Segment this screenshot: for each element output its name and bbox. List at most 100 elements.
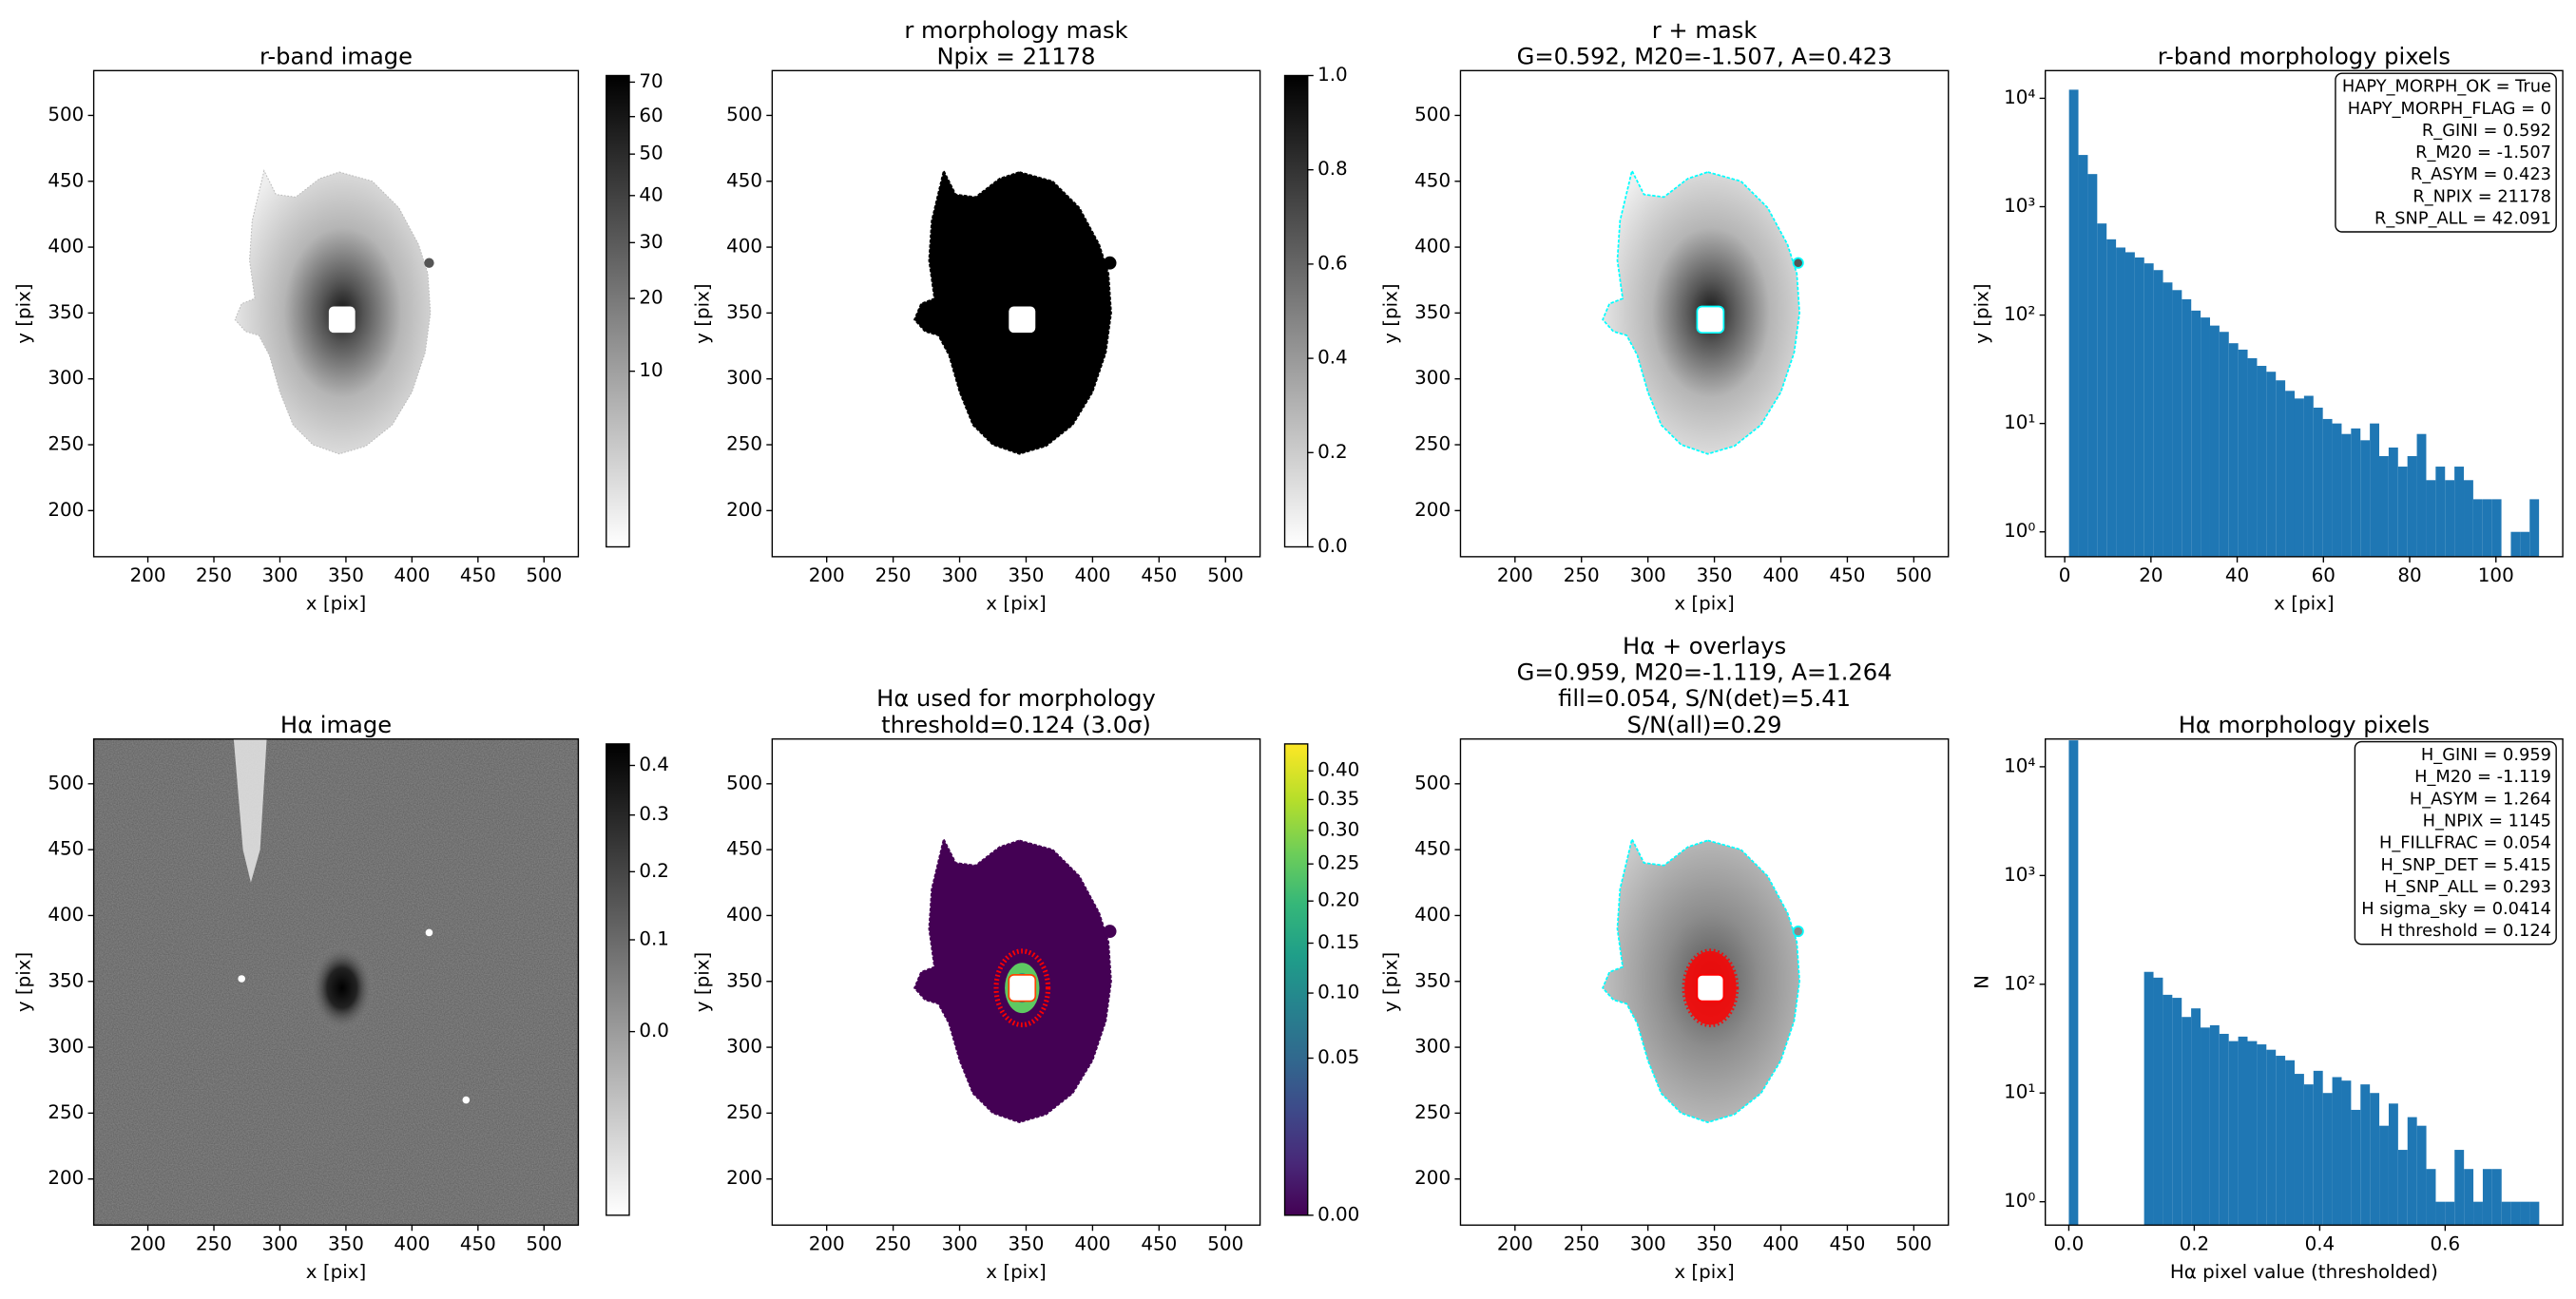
bar (2426, 480, 2436, 557)
panel: 0 20 40 60 80 100 10⁰ 10¹ 10² 10³ 10⁴ x [pix] y [pix… (1971, 43, 2564, 614)
x-axis-label: x [pix] (1674, 592, 1734, 614)
bar (2209, 325, 2220, 557)
x-tick-label: 450 (1829, 564, 1865, 586)
bar (2238, 349, 2248, 557)
x-tick-label: 200 (1497, 564, 1533, 586)
y-tick-label: 10¹ (2004, 1081, 2035, 1103)
y-tick-label: 350 (726, 301, 762, 323)
ha-stripe (233, 738, 267, 883)
bar (2266, 372, 2277, 557)
colorbar-tick-label: 0.40 (1317, 759, 1359, 781)
x-tick-label: 300 (262, 564, 298, 586)
star (1103, 256, 1117, 270)
bar (2163, 994, 2173, 1226)
y-tick-label: 200 (48, 499, 84, 521)
colorbar (606, 743, 630, 1216)
annotation-box (2354, 740, 2557, 946)
center-mask (1696, 305, 1725, 334)
panel: 200 250 300 350 400 450 500 200 250 300 350 400 450 5… (1379, 17, 1950, 614)
bar (2285, 391, 2295, 557)
bar (2341, 1080, 2352, 1226)
x-tick-label: 350 (328, 564, 364, 586)
bar (2464, 1169, 2474, 1226)
bar (2163, 282, 2173, 557)
y-axis-label: y [pix] (1379, 952, 1401, 1012)
y-axis-label: y [pix] (691, 952, 713, 1012)
bar (2445, 1201, 2455, 1226)
star (425, 928, 433, 937)
center-mask (1008, 973, 1037, 1003)
annotation-line: H threshold = 0.124 (2380, 921, 2551, 941)
panel: 200 250 300 350 400 450 500 200 250 300 350 400 450 5… (13, 43, 663, 614)
x-tick-label: 450 (460, 1232, 496, 1254)
bar (2143, 971, 2154, 1226)
panel-title: Hα morphology pixels (2179, 712, 2430, 738)
x-tick-label: 400 (1763, 564, 1799, 586)
annotation-line: H_SNP_DET = 5.415 (2380, 855, 2551, 875)
bar (2435, 467, 2446, 557)
x-tick-label: 200 (809, 1232, 845, 1254)
y-tick-label: 200 (48, 1167, 84, 1189)
bar (2407, 455, 2417, 557)
y-tick-label: 10¹ (2004, 411, 2035, 433)
y-tick-label: 450 (726, 838, 762, 860)
y-tick-label: 300 (48, 1036, 84, 1058)
panel-title: r-band morphology pixels (2158, 43, 2451, 69)
y-tick-label: 400 (48, 904, 84, 926)
x-tick-label: 350 (1697, 1232, 1733, 1254)
panel-title: Hα + overlays (1623, 633, 1786, 659)
bar (2407, 1117, 2417, 1226)
x-tick-label: 400 (1074, 564, 1110, 586)
x-tick-label: 500 (526, 1232, 562, 1254)
center-mask (328, 306, 356, 334)
bar (2426, 1169, 2436, 1226)
x-axis-label: x [pix] (306, 592, 366, 614)
y-tick-label: 500 (726, 104, 762, 125)
x-tick-label: 0.6 (2431, 1232, 2461, 1254)
bar (2068, 740, 2079, 1226)
bar (2473, 1201, 2483, 1226)
x-tick-label: 0.0 (2054, 1232, 2085, 1254)
x-tick-label: 80 (2397, 564, 2421, 586)
bar (2182, 298, 2192, 557)
bar (2370, 1093, 2380, 1226)
axes-frame (771, 737, 1261, 1226)
x-tick-label: 350 (1009, 1232, 1045, 1254)
y-tick-label: 400 (1414, 236, 1451, 258)
star (1103, 925, 1117, 938)
bar (2097, 223, 2107, 557)
bar (2276, 380, 2286, 557)
x-tick-label: 500 (526, 564, 562, 586)
bar (2388, 447, 2398, 557)
y-tick-label: 350 (1414, 969, 1451, 991)
annotation-line: R_ASYM = 0.423 (2411, 164, 2551, 184)
y-tick-label: 200 (1414, 1167, 1451, 1189)
bar (2124, 252, 2135, 557)
bar (2238, 1036, 2248, 1226)
bar (2276, 1056, 2286, 1226)
y-tick-label: 200 (726, 1167, 762, 1189)
colorbar-tick-label: 0.15 (1317, 931, 1359, 953)
bar (2068, 89, 2079, 557)
star (462, 1096, 471, 1104)
x-tick-label: 200 (809, 564, 845, 586)
y-tick-label: 10² (2004, 972, 2035, 994)
x-tick-label: 500 (1895, 564, 1932, 586)
star (238, 975, 245, 983)
y-tick-label: 250 (1414, 1101, 1451, 1123)
bar (2182, 1017, 2192, 1226)
colorbar-tick-label: 20 (639, 287, 663, 309)
annotation-line: H sigma_sky = 0.0414 (2361, 899, 2551, 919)
bar (2322, 1093, 2333, 1226)
axes-frame (92, 737, 580, 1226)
y-tick-label: 400 (726, 904, 762, 926)
colorbar-tick-label: 0.2 (1317, 441, 1348, 463)
bar (2191, 1008, 2201, 1226)
colorbar-tick-label: 10 (639, 359, 663, 381)
x-tick-label: 500 (1895, 1232, 1932, 1254)
annotation-line: H_ASYM = 1.264 (2410, 789, 2551, 809)
y-tick-label: 250 (1414, 433, 1451, 455)
x-tick-label: 100 (2478, 564, 2514, 586)
y-axis-label: y [pix] (13, 283, 35, 343)
